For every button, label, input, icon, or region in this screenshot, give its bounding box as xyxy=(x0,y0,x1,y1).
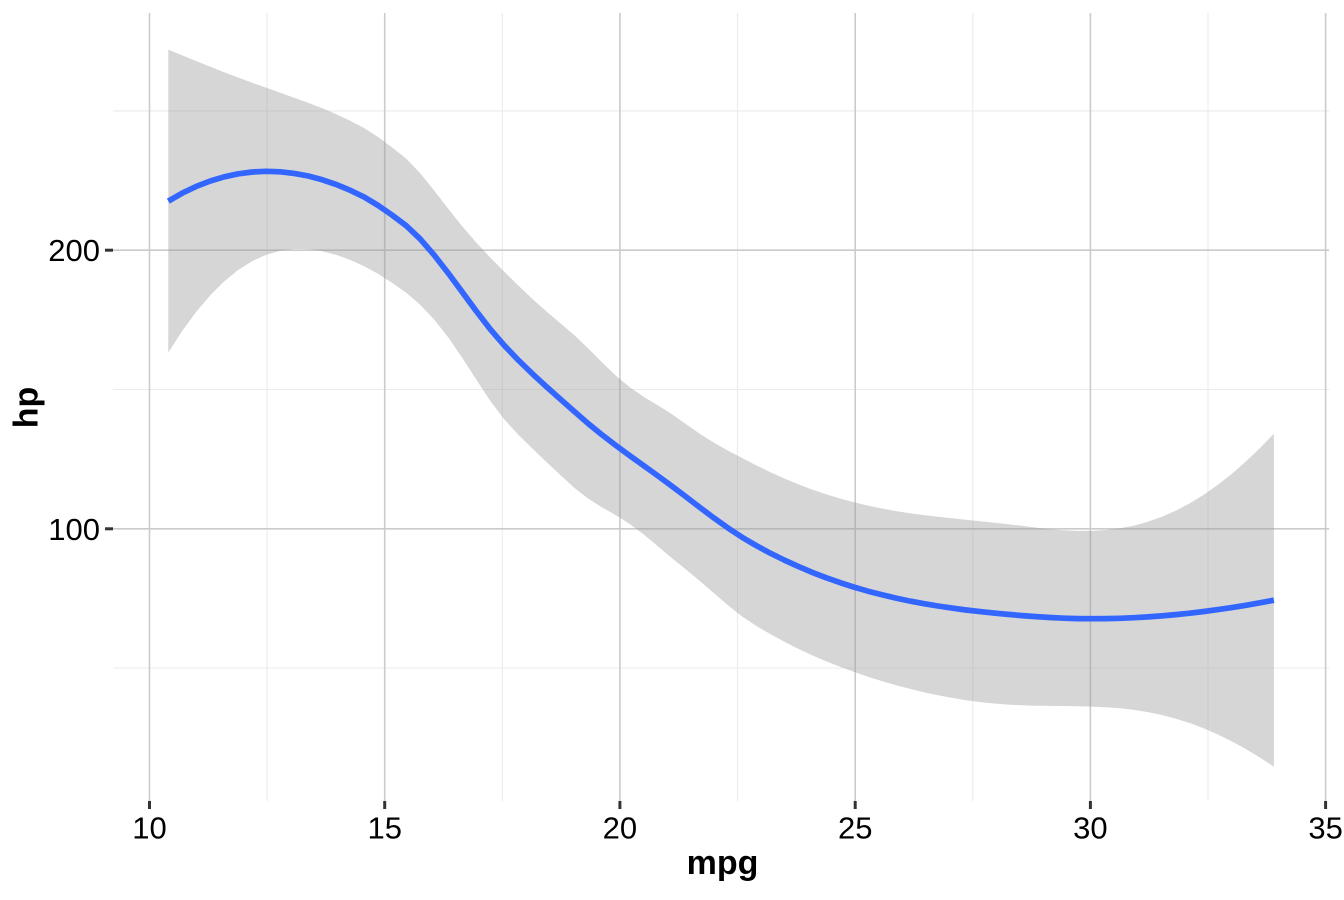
svg-text:200: 200 xyxy=(48,233,100,268)
svg-text:10: 10 xyxy=(132,811,166,846)
svg-text:25: 25 xyxy=(838,811,872,846)
svg-text:15: 15 xyxy=(367,811,401,846)
svg-text:35: 35 xyxy=(1308,811,1342,846)
svg-text:mpg: mpg xyxy=(687,844,759,882)
svg-text:30: 30 xyxy=(1073,811,1107,846)
svg-text:100: 100 xyxy=(48,512,100,547)
svg-text:20: 20 xyxy=(603,811,637,846)
svg-text:hp: hp xyxy=(8,387,46,429)
